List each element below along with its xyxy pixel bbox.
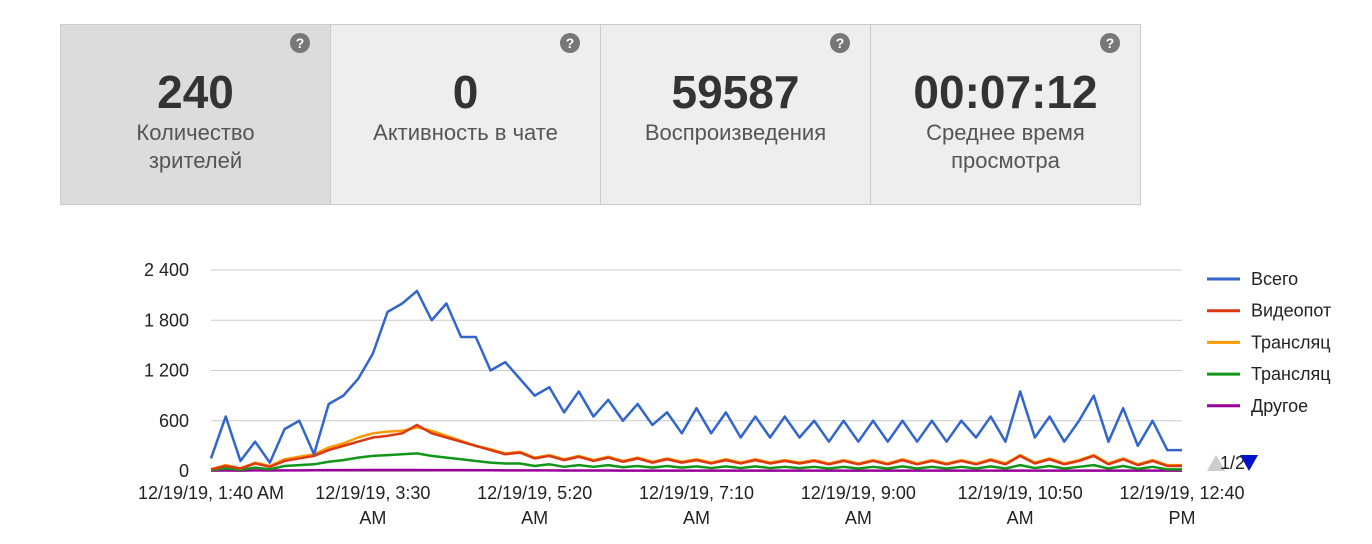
- legend-label: Всего: [1251, 269, 1298, 289]
- series-line: [210, 468, 1182, 472]
- legend-label: Видеопот: [1251, 301, 1331, 321]
- stat-label: Среднее время просмотра: [926, 120, 1085, 173]
- stat-card[interactable]: ? 59587 Воспроизведения: [601, 25, 871, 204]
- y-tick-label: 1 200: [144, 361, 189, 381]
- stat-value: 59587: [671, 66, 800, 118]
- x-tick-label: 12/19/19, 10:50 AM: [958, 483, 1083, 528]
- stat-label: Активность в чате: [373, 120, 558, 145]
- legend-next[interactable]: [1240, 455, 1258, 471]
- stat-card[interactable]: ? 0 Активность в чате: [331, 25, 601, 204]
- help-icon[interactable]: ?: [830, 33, 850, 53]
- x-tick-label: 12/19/19, 12:40 PM: [1119, 483, 1244, 528]
- stat-value: 0: [452, 66, 479, 118]
- help-icon[interactable]: ?: [290, 33, 310, 53]
- legend-page: 1/2: [1220, 453, 1245, 473]
- legend-label: Трансляц: [1251, 332, 1331, 352]
- stat-label: Воспроизведения: [644, 120, 827, 145]
- x-tick-label: 12/19/19, 1:40 AM: [138, 483, 284, 503]
- series-line: [210, 423, 1182, 471]
- stat-card[interactable]: ? 240 Количество зрителей: [61, 25, 331, 204]
- help-icon[interactable]: ?: [560, 33, 580, 53]
- stat-value: 240: [157, 66, 234, 118]
- y-tick-label: 0: [179, 461, 189, 481]
- legend-prev: [1207, 455, 1225, 471]
- y-tick-label: 600: [159, 411, 189, 431]
- series-line: [210, 452, 1182, 472]
- x-tick-label: 12/19/19, 5:20 AM: [477, 483, 592, 528]
- series-line: [209, 289, 1182, 464]
- help-icon[interactable]: ?: [1100, 33, 1120, 53]
- x-tick-label: 12/19/19, 9:00 AM: [801, 483, 916, 528]
- x-tick-label: 12/19/19, 3:30 AM: [315, 483, 430, 528]
- legend-label: Трансляц: [1251, 364, 1331, 384]
- stat-card[interactable]: ? 00:07:12 Среднее время просмотра: [871, 25, 1140, 204]
- stat-label: Количество зрителей: [136, 120, 255, 173]
- y-tick-label: 2 400: [144, 260, 189, 280]
- stat-cards: ? 240 Количество зрителей? 0 Активность в ча…: [60, 24, 1141, 205]
- stat-value: 00:07:12: [913, 66, 1098, 118]
- x-tick-label: 12/19/19, 7:10 AM: [639, 483, 754, 528]
- legend-label: Другое: [1251, 396, 1308, 416]
- y-tick-label: 1 800: [144, 310, 189, 330]
